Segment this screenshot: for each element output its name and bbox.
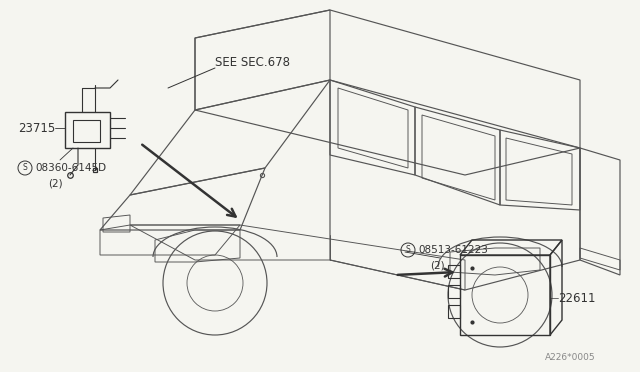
Text: S: S [22, 164, 28, 173]
Text: 08513-61223: 08513-61223 [418, 245, 488, 255]
Text: SEE SEC.678: SEE SEC.678 [215, 55, 290, 68]
Text: 08360-6145D: 08360-6145D [35, 163, 106, 173]
Text: (2): (2) [430, 260, 445, 270]
Text: S: S [406, 246, 410, 254]
Text: 22611: 22611 [558, 292, 595, 305]
Text: (2): (2) [48, 178, 63, 188]
Text: A226*0005: A226*0005 [545, 353, 596, 362]
Text: 23715: 23715 [18, 122, 55, 135]
